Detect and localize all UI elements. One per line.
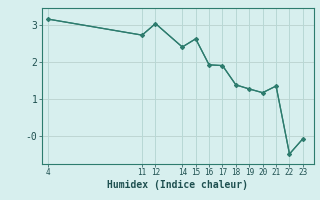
X-axis label: Humidex (Indice chaleur): Humidex (Indice chaleur)	[107, 180, 248, 190]
